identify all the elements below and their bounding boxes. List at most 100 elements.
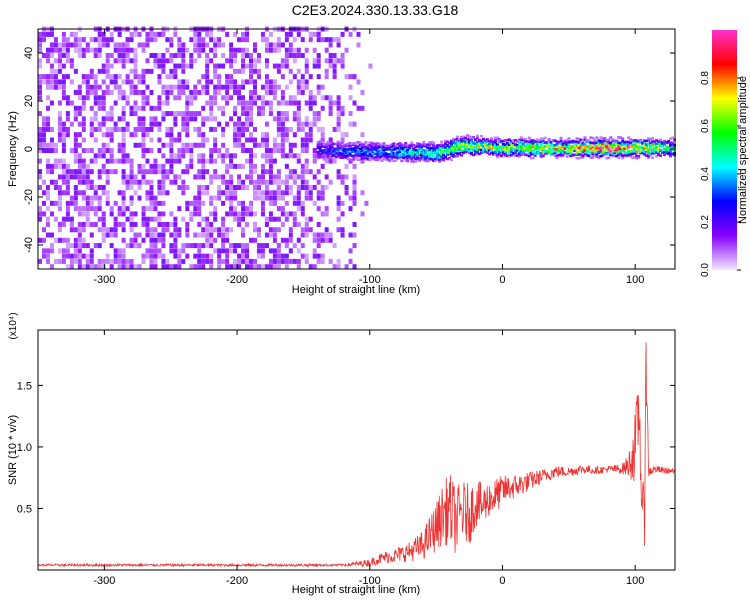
spectrogram-cell bbox=[623, 142, 627, 146]
spectrogram-cell bbox=[430, 153, 434, 156]
spectrogram-cell bbox=[97, 174, 102, 180]
spectrogram-cell bbox=[217, 174, 222, 180]
spectrogram-cell bbox=[133, 58, 138, 64]
spectrogram-cell bbox=[173, 243, 178, 249]
spectrogram-cell bbox=[93, 211, 98, 217]
spectrogram-cell bbox=[565, 141, 569, 144]
spectrogram-cell bbox=[81, 163, 86, 169]
spectrogram-cell bbox=[177, 137, 182, 143]
spectrogram-cell bbox=[197, 126, 202, 132]
spectrogram-cell bbox=[153, 158, 158, 164]
spectrogram-cell bbox=[352, 74, 357, 80]
spectrogram-cell bbox=[406, 148, 410, 152]
spectrogram-cell bbox=[635, 147, 639, 150]
spectrogram-cell bbox=[249, 132, 254, 138]
spectrogram-cell bbox=[145, 158, 150, 164]
spectrogram-cell bbox=[145, 148, 150, 154]
spectrogram-cell bbox=[308, 89, 313, 95]
spectrogram-cell bbox=[260, 142, 265, 148]
spectrogram-cell bbox=[133, 237, 138, 243]
spectrogram-cell bbox=[410, 141, 414, 144]
spectrogram-cell bbox=[197, 174, 202, 180]
spectrogram-cell bbox=[360, 211, 365, 217]
spectrogram-cell bbox=[292, 111, 297, 117]
spectrogram-cell bbox=[185, 148, 190, 154]
spectrogram-cell bbox=[225, 58, 230, 64]
spectrogram-cell bbox=[149, 253, 154, 259]
spectrogram-cell bbox=[121, 169, 126, 175]
spectrogram-cell bbox=[89, 126, 94, 132]
spectrogram-cell bbox=[252, 211, 257, 217]
spectrogram-cell bbox=[185, 84, 190, 90]
spectrogram-cell bbox=[553, 151, 557, 155]
spectrogram-cell bbox=[221, 237, 226, 243]
spectrogram-cell bbox=[233, 195, 238, 201]
spectrogram-cell bbox=[432, 147, 436, 150]
spectrogram-cell bbox=[288, 169, 293, 175]
spectrogram-cell bbox=[121, 153, 126, 159]
spectrogram-cell bbox=[185, 221, 190, 227]
spectrogram-cell bbox=[330, 141, 334, 145]
spectrogram-cell bbox=[416, 142, 420, 145]
spectrogram-cell bbox=[77, 211, 82, 217]
spectrogram-cell bbox=[105, 111, 110, 117]
spectrogram-cell bbox=[241, 132, 246, 138]
spectrogram-cell bbox=[49, 211, 54, 217]
spectrogram-cell bbox=[591, 153, 595, 156]
spectrogram-cell bbox=[543, 141, 547, 144]
spectrogram-cell bbox=[272, 158, 277, 164]
spectrogram-cell bbox=[336, 206, 341, 212]
spectrogram-cell bbox=[372, 146, 376, 149]
spectrogram-cell bbox=[77, 42, 82, 48]
spectrogram-cell bbox=[491, 140, 495, 144]
spectrogram-cell bbox=[53, 179, 58, 185]
colorbar: 0.00.20.40.60.8 Normalized spectral ampl… bbox=[700, 30, 749, 277]
spectrogram-cell bbox=[169, 153, 174, 159]
spectrogram-cell bbox=[531, 141, 535, 145]
spectrogram-cell bbox=[493, 136, 497, 139]
spectrogram-cell bbox=[549, 148, 553, 152]
spectrogram-cell bbox=[53, 68, 58, 74]
spectrogram-cell bbox=[408, 144, 412, 148]
spectrogram-cell bbox=[225, 121, 230, 127]
spectrogram-cell bbox=[53, 237, 58, 243]
spectrogram-cell bbox=[452, 155, 456, 158]
spectrogram-cell bbox=[193, 206, 198, 212]
spectrogram-cell bbox=[145, 190, 150, 196]
spectrogram-cell bbox=[49, 232, 54, 238]
spectrogram-cell bbox=[153, 195, 158, 201]
spectrogram-cell bbox=[577, 157, 581, 160]
spectrogram-cell bbox=[241, 200, 246, 206]
spectrogram-cell bbox=[374, 142, 378, 145]
spectrogram-cell bbox=[268, 227, 273, 233]
spectrogram-cell bbox=[117, 31, 122, 37]
spectrogram-cell bbox=[507, 138, 511, 141]
spectrogram-cell bbox=[390, 155, 394, 158]
spectrogram-cell bbox=[264, 132, 269, 138]
spectrogram-cell bbox=[157, 200, 162, 206]
spectrogram-cell bbox=[121, 190, 126, 196]
spectrogram-cell bbox=[181, 63, 186, 69]
spectrogram-cell bbox=[460, 140, 464, 143]
spectrogram-cell bbox=[462, 145, 466, 148]
spectrogram-cell bbox=[424, 155, 428, 159]
spectrogram-cell bbox=[169, 211, 174, 217]
spectrogram-cell bbox=[475, 152, 479, 156]
spectrogram-cell bbox=[663, 143, 667, 146]
spectrogram-cell bbox=[637, 147, 641, 151]
spectrogram-cell bbox=[452, 138, 456, 141]
spectrogram-cell bbox=[133, 53, 138, 58]
spectrogram-cell bbox=[316, 146, 320, 150]
spectrogram-cell bbox=[360, 105, 365, 111]
spectrogram-cell bbox=[458, 146, 462, 149]
spectrogram-cell bbox=[173, 174, 178, 180]
spectrogram-cell bbox=[233, 79, 238, 85]
spectrogram-cell bbox=[245, 126, 250, 132]
spectrogram-cell bbox=[438, 147, 442, 151]
spectrogram-cell bbox=[185, 79, 190, 85]
spectrogram-cell bbox=[579, 156, 583, 159]
spectrogram-cell bbox=[647, 150, 651, 153]
spectrogram-cell bbox=[312, 232, 317, 238]
